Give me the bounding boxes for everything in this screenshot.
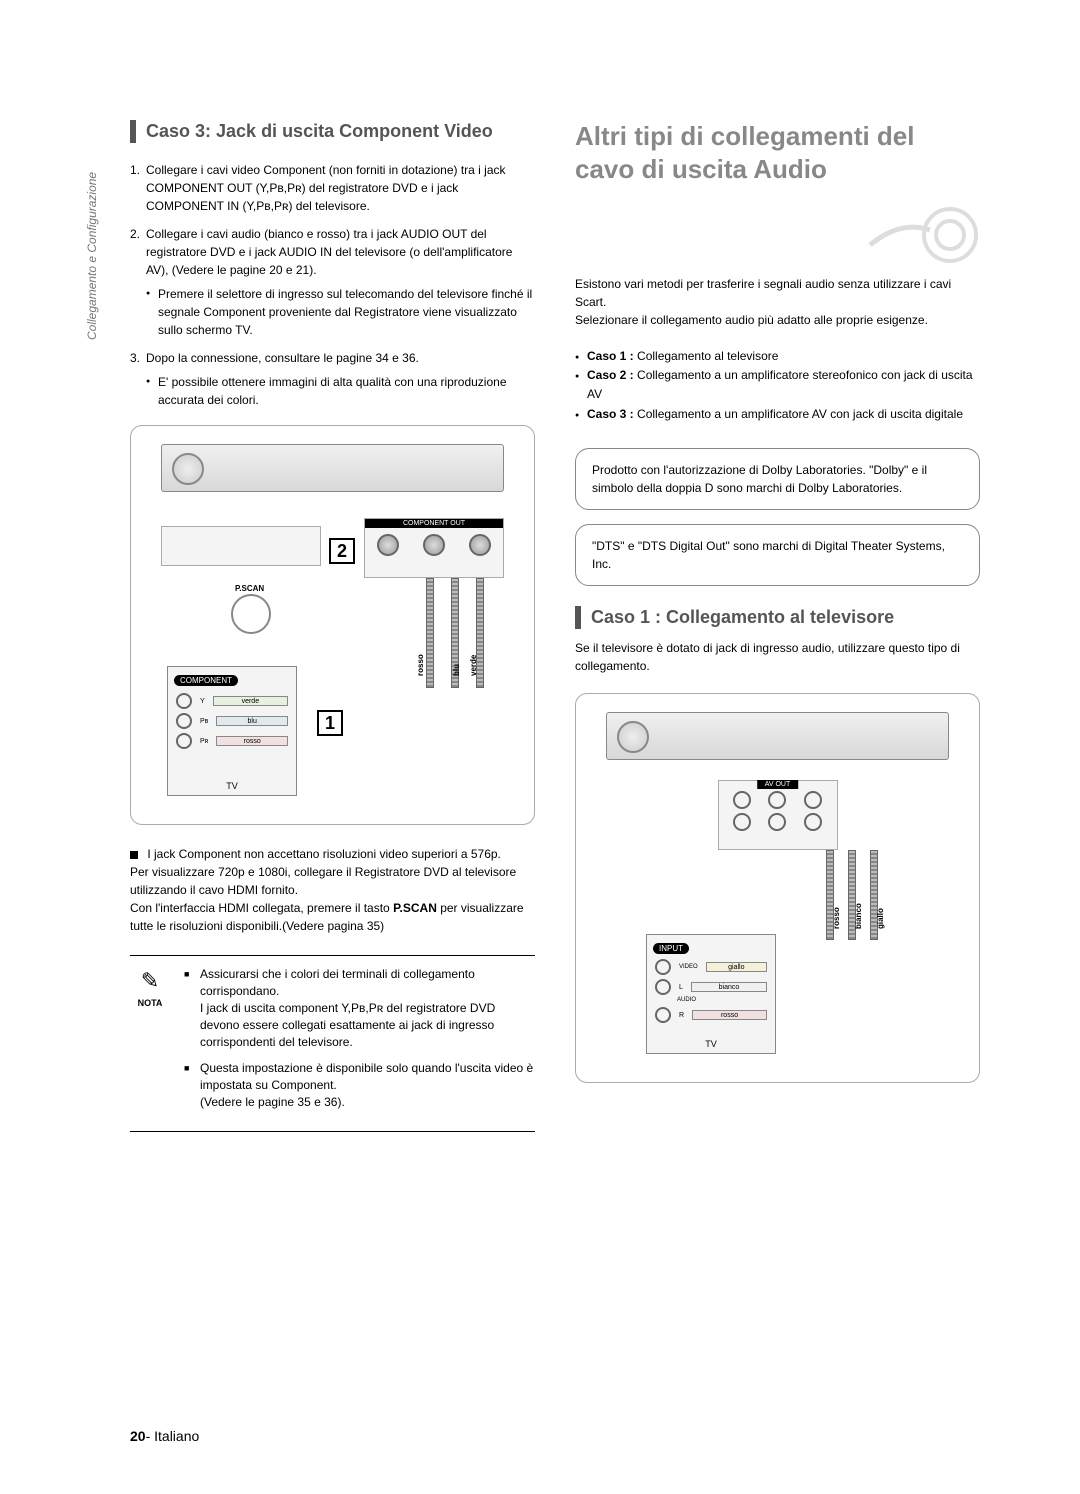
nota-item-1: Assicurarsi che i colori dei terminali d…	[184, 966, 535, 1050]
nota-box: ✎ NOTA Assicurarsi che i colori dei term…	[130, 955, 535, 1131]
tv-input-panel: INPUT VIDEO giallo L bianco AUDIO R	[646, 934, 776, 1054]
avout-jack	[733, 791, 751, 809]
tv-jack-audio-l-row: L bianco	[655, 979, 767, 995]
dvd-dial-icon-2	[617, 721, 649, 753]
steps-list: Collegare i cavi video Component (non fo…	[130, 161, 535, 409]
jack-y	[377, 534, 399, 556]
avout-jack	[804, 813, 822, 831]
cable-label-rosso-2: rosso	[832, 907, 841, 929]
square-bullet-icon	[130, 851, 138, 859]
tv-jack-audio-r-row: R rosso	[655, 1007, 767, 1023]
av-out-label: AV OUT	[757, 780, 799, 789]
left-column: Caso 3: Jack di uscita Component Video C…	[130, 120, 535, 1132]
component-out-panel: COMPONENT OUT	[364, 518, 504, 578]
avout-jack	[733, 813, 751, 831]
cable-label-blu: blu	[452, 664, 461, 676]
nota-icon-column: ✎ NOTA	[130, 966, 170, 1120]
tv-jack-video-row: VIDEO giallo	[655, 959, 767, 975]
step-2-text: Collegare i cavi audio (bianco e rosso) …	[146, 227, 512, 277]
jack-pr	[469, 534, 491, 556]
cable-label-verde: verde	[469, 655, 478, 676]
avout-jack	[768, 813, 786, 831]
dvd-recorder-rear	[161, 444, 504, 492]
page-content: Caso 3: Jack di uscita Component Video C…	[0, 0, 1080, 1494]
caso1-intro-text: Se il televisore è dotato di jack di ing…	[575, 639, 980, 675]
step-badge-1: 1	[317, 710, 343, 736]
tv-label-left: TV	[226, 781, 238, 791]
color-bar-verde: verde	[213, 696, 288, 706]
caso-list-2: Caso 2 : Collegamento a un amplificatore…	[575, 366, 980, 404]
avout-jack	[804, 791, 822, 809]
tv-component-label: COMPONENT	[174, 675, 238, 686]
dts-notice-box: "DTS" e "DTS Digital Out" sono marchi di…	[575, 524, 980, 586]
tv-label-right: TV	[705, 1039, 717, 1049]
main-heading-audio: Altri tipi di collegamenti del cavo di u…	[575, 120, 980, 185]
color-bar-blu: blu	[216, 716, 288, 726]
note-text-1: I jack Component non accettano risoluzio…	[130, 847, 524, 933]
tv-input-label: INPUT	[653, 943, 689, 954]
sub-heading-caso1: Caso 1 : Collegamento al televisore	[575, 606, 980, 629]
avout-jack	[768, 791, 786, 809]
cable-label-rosso: rosso	[416, 655, 425, 677]
cable-label-bianco: bianco	[854, 903, 863, 929]
component-note-block: I jack Component non accettano risoluzio…	[130, 845, 535, 935]
color-bar-giallo: giallo	[706, 962, 767, 972]
tv-jack-pr-row: Pʀ rosso	[176, 733, 288, 749]
step-2-bullet: Premere il selettore di ingresso sul tel…	[146, 285, 535, 339]
nota-item-2: Questa impostazione è disponibile solo q…	[184, 1060, 535, 1110]
dvd-recorder-rear-2	[606, 712, 949, 760]
step-1: Collegare i cavi video Component (non fo…	[130, 161, 535, 215]
page-number: 20	[130, 1428, 146, 1444]
cable-label-giallo: giallo	[876, 908, 885, 929]
step-3-text: Dopo la connessione, consultare le pagin…	[146, 351, 419, 365]
cable-verde	[426, 578, 434, 688]
page-footer: 20- Italiano	[130, 1428, 199, 1444]
dvd-dial-icon	[172, 453, 204, 485]
pscan-button-icon	[231, 594, 271, 634]
audio-intro-text: Esistono vari metodi per trasferire i se…	[575, 275, 980, 329]
step-3-bullet: E' possibile ottenere immagini di alta q…	[146, 373, 535, 409]
color-bar-rosso-2: rosso	[692, 1010, 767, 1020]
right-column: Altri tipi di collegamenti del cavo di u…	[575, 120, 980, 1132]
color-bar-rosso: rosso	[216, 736, 288, 746]
pscan-label: P.SCAN	[235, 584, 264, 593]
av-out-panel: AV OUT	[718, 780, 838, 850]
nota-hand-icon: ✎	[130, 966, 170, 997]
diagram-component-video: COMPONENT OUT 2 P.SCAN rosso blu verde	[130, 425, 535, 825]
section-title-caso3: Caso 3: Jack di uscita Component Video	[130, 120, 535, 143]
decorative-swirl-icon	[860, 190, 980, 270]
page-lang: - Italiano	[146, 1428, 200, 1444]
step-badge-2: 2	[329, 538, 355, 564]
dolby-notice-box: Prodotto con l'autorizzazione di Dolby L…	[575, 448, 980, 510]
tv-jack-y-row: Y verde	[176, 693, 288, 709]
nota-label: NOTA	[138, 998, 163, 1008]
caso-list-1: Caso 1 : Collegamento al televisore	[575, 347, 980, 366]
left-jacks-panel	[161, 526, 321, 566]
step-2: Collegare i cavi audio (bianco e rosso) …	[130, 225, 535, 339]
tv-component-panel: COMPONENT Y verde Pʙ blu Pʀ rosso	[167, 666, 297, 796]
caso-list-3: Caso 3 : Collegamento a un amplificatore…	[575, 405, 980, 424]
step-3: Dopo la connessione, consultare le pagin…	[130, 349, 535, 409]
audio-small-label: AUDIO	[655, 997, 767, 1003]
caso-summary-list: Caso 1 : Collegamento al televisore Caso…	[575, 347, 980, 424]
component-out-label: COMPONENT OUT	[365, 519, 503, 528]
jack-pb	[423, 534, 445, 556]
diagram-audio-tv: AV OUT rosso bianco giallo	[575, 693, 980, 1083]
color-bar-bianco: bianco	[691, 982, 767, 992]
tv-jack-pb-row: Pʙ blu	[176, 713, 288, 729]
